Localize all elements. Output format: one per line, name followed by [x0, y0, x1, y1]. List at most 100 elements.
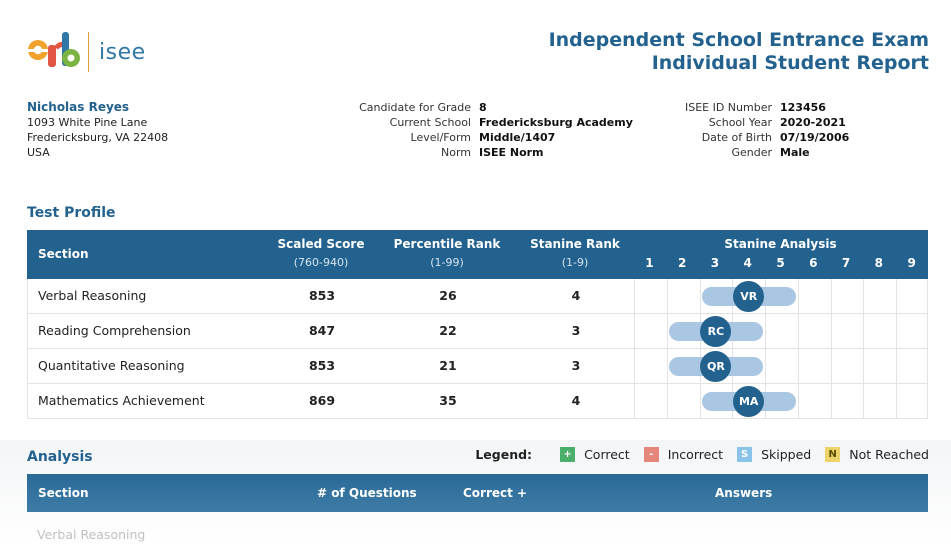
- stanine-rank: 4: [571, 288, 581, 303]
- analysis-header-correct: Correct +: [463, 486, 528, 500]
- skipped-swatch: S: [737, 447, 753, 462]
- analysis-header-questions: # of Questions: [317, 486, 417, 500]
- stanine-cell: [896, 314, 929, 348]
- header-scaled-label: Scaled Score: [277, 237, 365, 251]
- stanine-badge: RC: [700, 316, 732, 347]
- legend-skipped: S Skipped: [737, 447, 811, 462]
- stanine-cell: [765, 349, 798, 383]
- erb-logo-icon: [28, 32, 80, 67]
- header-scaled-range: (760-940): [293, 256, 349, 269]
- stanine-cell: [896, 384, 929, 418]
- not-reached-swatch: N: [825, 447, 841, 462]
- stanine-scale-number: 4: [743, 256, 752, 270]
- stanine-badge: MA: [733, 386, 765, 417]
- info-label: Level/Form: [410, 131, 471, 144]
- student-name: Nicholas Reyes: [27, 100, 130, 114]
- exam-info-block: Candidate for Grade 8 Current School Frede…: [340, 100, 633, 160]
- percentile-rank: 22: [439, 323, 457, 338]
- header-percentile-label: Percentile Rank: [393, 237, 501, 251]
- stanine-cell: [863, 349, 896, 383]
- student-country: USA: [27, 146, 50, 159]
- info-label: Current School: [389, 116, 471, 129]
- incorrect-swatch: -: [643, 447, 659, 462]
- scaled-score: 853: [308, 288, 336, 303]
- stanine-cell: [634, 384, 667, 418]
- info-label: Gender: [731, 146, 772, 159]
- student-address-block: Nicholas Reyes 1093 White Pine Lane Fred…: [27, 100, 168, 160]
- profile-row: Reading Comprehension 847 22 3 RC: [27, 314, 928, 349]
- stanine-cell: [863, 314, 896, 348]
- stanine-cell: [699, 279, 733, 313]
- stanine-scale-number: 3: [710, 256, 720, 270]
- header-stanine-analysis-label: Stanine Analysis: [724, 237, 837, 251]
- stanine-grid: RC: [634, 314, 929, 348]
- section-name: Mathematics Achievement: [38, 393, 205, 408]
- stanine-cell: [797, 384, 831, 418]
- erb-isee-logo: isee: [26, 30, 146, 74]
- stanine-cell: [830, 384, 864, 418]
- stanine-cell: [666, 349, 700, 383]
- analysis-first-row: Verbal Reasoning: [37, 527, 146, 542]
- stanine-scale-number: 5: [776, 256, 785, 270]
- legend-item-label: Skipped: [761, 447, 812, 462]
- stanine-scale: 1 2 3 4 5 6 7 8 9: [633, 256, 928, 270]
- report-title-line2: Individual Student Report: [651, 52, 929, 74]
- stanine-cell: [830, 349, 864, 383]
- legend-item-label: Not Reached: [849, 447, 929, 462]
- stanine-grid: VR: [634, 279, 929, 313]
- percentile-rank: 26: [439, 288, 457, 303]
- profile-row: Verbal Reasoning 853 26 4 VR: [27, 279, 928, 314]
- info-value: Middle/1407: [479, 131, 556, 144]
- stanine-cell: [666, 384, 700, 418]
- profile-row: Mathematics Achievement 869 35 4 MA: [27, 384, 928, 419]
- header-stanine-range: (1-9): [561, 256, 589, 269]
- info-label: ISEE ID Number: [684, 101, 772, 114]
- info-label: Date of Birth: [701, 131, 772, 144]
- info-value: Male: [780, 146, 810, 159]
- info-value: 2020-2021: [780, 116, 846, 129]
- report-title-line1: Independent School Entrance Exam: [548, 29, 929, 51]
- percentile-rank: 21: [439, 358, 457, 373]
- section-name: Reading Comprehension: [38, 323, 191, 338]
- scaled-score: 869: [308, 393, 336, 408]
- section-name: Verbal Reasoning: [38, 288, 147, 303]
- stanine-cell: [634, 349, 667, 383]
- info-label: School Year: [708, 116, 772, 129]
- stanine-cell: [830, 314, 864, 348]
- stanine-scale-number: 2: [677, 256, 687, 270]
- stanine-scale-number: 9: [907, 256, 916, 270]
- stanine-cell: [634, 314, 667, 348]
- stanine-cell: [666, 279, 700, 313]
- profile-row: Quantitative Reasoning 853 21 3 QR: [27, 349, 928, 384]
- header-stanine-rank: Stanine Rank (1-9): [517, 230, 633, 279]
- info-label: Candidate for Grade: [359, 101, 471, 114]
- info-value: 8: [479, 101, 487, 114]
- report-title: Independent School Entrance Exam Individ…: [549, 29, 929, 75]
- stanine-scale-number: 6: [809, 256, 818, 270]
- stanine-cell: [634, 279, 667, 313]
- stanine-cell: [666, 314, 700, 348]
- stanine-grid: QR: [634, 349, 929, 383]
- id-info-block: ISEE ID Number 123456 School Year 2020-202…: [660, 100, 849, 160]
- info-value: 123456: [780, 101, 826, 114]
- stanine-cell: [896, 349, 929, 383]
- stanine-scale-number: 1: [645, 256, 654, 270]
- stanine-cell: [896, 279, 929, 313]
- stanine-cell: [863, 279, 896, 313]
- header-scaled-score: Scaled Score (760-940): [263, 230, 379, 279]
- student-address-line1: 1093 White Pine Lane: [27, 116, 148, 129]
- logo-divider: [88, 32, 89, 72]
- header-stanine-label: Stanine Rank: [530, 237, 620, 251]
- stanine-cell: [797, 279, 831, 313]
- header-percentile-range: (1-99): [430, 256, 464, 269]
- legend-not-reached: N Not Reached: [825, 447, 929, 462]
- analysis-title: Analysis: [27, 449, 93, 465]
- legend-item-label: Correct: [584, 447, 630, 462]
- info-value: Fredericksburg Academy: [479, 116, 633, 129]
- legend-item-label: Incorrect: [667, 447, 724, 462]
- stanine-cell: [765, 314, 798, 348]
- stanine-cell: [797, 314, 831, 348]
- stanine-cell: [797, 349, 831, 383]
- legend-label: Legend:: [475, 447, 533, 462]
- scaled-score: 847: [308, 323, 336, 338]
